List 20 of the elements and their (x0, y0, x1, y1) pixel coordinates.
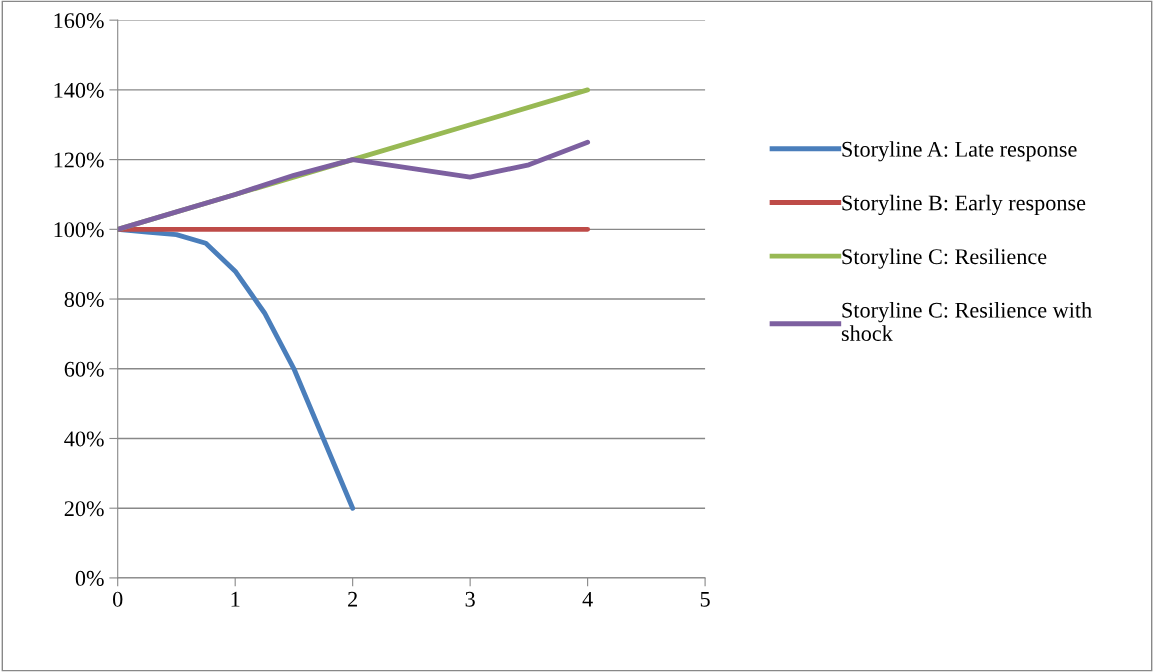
legend-label: Storyline B: Early response (842, 194, 1086, 216)
y-tick-label: 100% (54, 222, 104, 238)
y-tick-label: 40% (64, 431, 104, 447)
y-tick-label: 80% (64, 291, 104, 308)
legend-label: Storyline C: Resilience (842, 248, 1047, 269)
y-tick-label: 120% (54, 152, 104, 168)
y-tick-label: 160% (54, 13, 104, 29)
line-series (117, 139, 591, 232)
x-tick-label: 1 (231, 591, 240, 607)
y-tick-label: 60% (64, 361, 104, 377)
legend-label: Storyline A: Late response (842, 141, 1077, 162)
y-tick-label: 0% (75, 570, 104, 586)
x-tick-label: 0 (113, 591, 123, 607)
x-tick-label: 5 (700, 591, 710, 607)
y-tick-label: 140% (54, 82, 104, 98)
x-tick-label: 4 (582, 591, 593, 607)
legend-label: Storyline C: Resilience with shock (841, 302, 1092, 341)
x-tick-label: 3 (465, 591, 475, 607)
y-tick-label: 20% (64, 501, 104, 517)
x-tick-label: 2 (348, 591, 357, 607)
